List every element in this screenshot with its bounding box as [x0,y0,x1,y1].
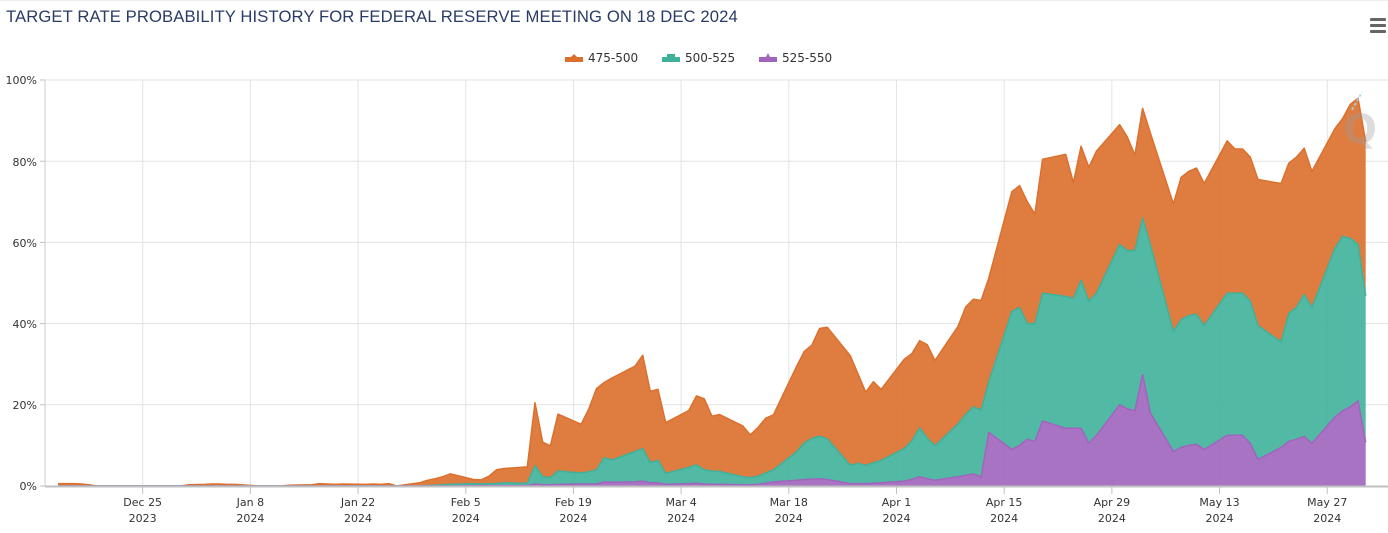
legend-item-525-550[interactable]: 525-550 [759,49,832,67]
x-tick-label: Feb 5 [451,496,481,509]
area-525-550 [58,374,1366,486]
x-tick-label: May 13 [1199,496,1239,509]
y-tick-label: 80% [13,156,37,169]
x-tick-year-label: 2024 [559,512,587,525]
x-axis-labels: Dec 25 2023 Jan 8 2024 Jan 22 2024 Feb 5 2024 Fe… [123,496,1347,525]
diamond-marker-icon [565,54,583,62]
axes [40,79,1388,494]
top-border [0,0,1388,1]
y-tick-label: 100% [6,74,37,87]
triangle-marker-icon [759,53,777,62]
watermark-logo: Q [1343,91,1377,153]
x-tick-year-label: 2024 [667,512,695,525]
x-tick-label: Dec 25 [123,496,162,509]
x-tick-label: Apr 1 [882,496,912,509]
legend-label: 500-525 [685,51,736,65]
x-tick-year-label: 2024 [1098,512,1126,525]
y-tick-label: 40% [13,318,37,331]
chart-title: TARGET RATE PROBABILITY HISTORY FOR FEDE… [6,7,738,26]
x-tick-year-label: 2024 [775,512,803,525]
legend-item-475-500[interactable]: 475-500 [565,49,638,67]
x-tick-year-label: 2024 [236,512,264,525]
area-500-525 [58,218,1366,486]
x-tick-year-label: 2023 [129,512,157,525]
legend-label: 475-500 [588,51,639,65]
x-tick-label: Feb 19 [555,496,592,509]
areas [58,97,1367,487]
x-tick-year-label: 2024 [452,512,480,525]
x-tick-label: Mar 18 [770,496,808,509]
svg-text:Q: Q [1343,107,1377,153]
x-tick-label: Jan 22 [340,496,375,509]
x-tick-label: Mar 4 [665,496,696,509]
y-tick-label: 0% [20,480,37,493]
x-tick-year-label: 2024 [344,512,372,525]
x-tick-year-label: 2024 [882,512,910,525]
x-tick-label: Jan 8 [236,496,264,509]
x-tick-year-label: 2024 [1313,512,1341,525]
y-tick-label: 20% [13,399,37,412]
legend-label: 525-550 [782,51,833,65]
x-tick-label: Apr 29 [1094,496,1131,509]
hamburger-menu-icon[interactable] [1368,18,1388,34]
square-marker-icon [662,54,680,62]
legend: 475-500 500-525 525-550 [0,49,1388,67]
x-tick-year-label: 2024 [1206,512,1234,525]
y-axis-labels: 0% 20% 40% 60% 80% 100% [6,74,37,493]
legend-item-500-525[interactable]: 500-525 [662,49,735,67]
area-475-500 [58,98,1366,487]
y-tick-label: 60% [13,237,37,250]
x-tick-label: May 27 [1307,496,1347,509]
x-tick-year-label: 2024 [990,512,1018,525]
x-tick-label: Apr 15 [986,496,1023,509]
